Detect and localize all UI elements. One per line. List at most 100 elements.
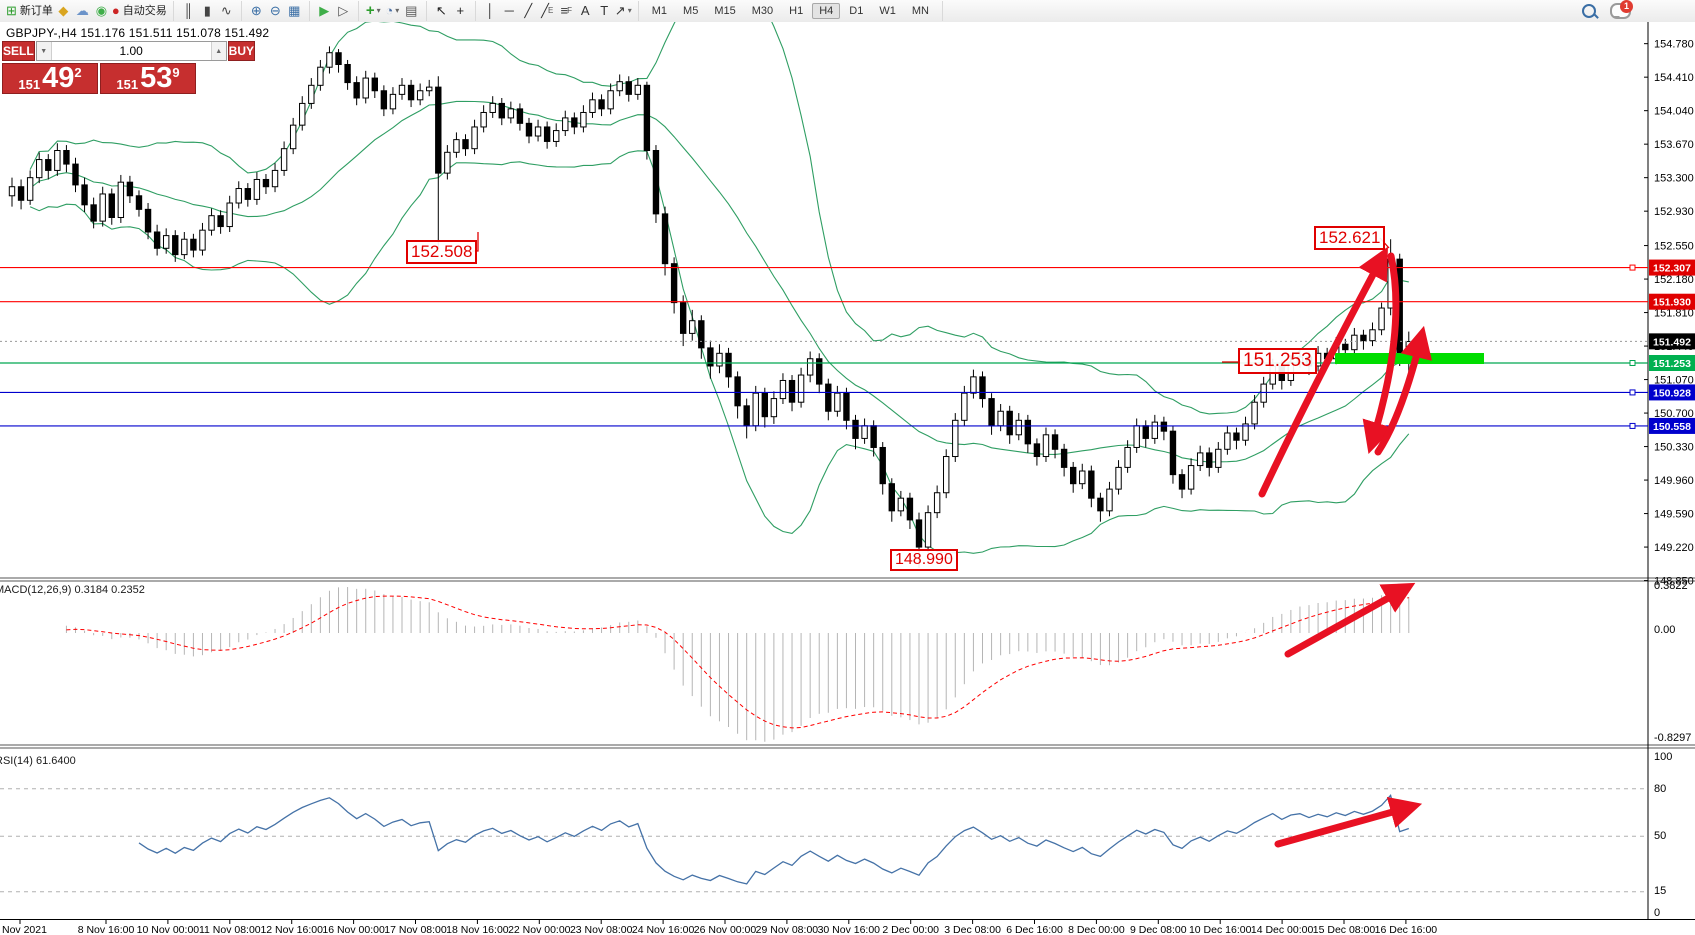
trendline-button[interactable]: ╱ (520, 2, 537, 20)
candle-body (1151, 421, 1159, 439)
indicators-add-button[interactable]: + ▾ (365, 2, 382, 20)
signals-icon[interactable]: ◉ (93, 2, 110, 20)
timeframe-h1[interactable]: H1 (789, 5, 804, 17)
macd-signal-line (66, 595, 1409, 729)
bollinger-upper-band[interactable] (29, 22, 1409, 415)
tile-windows-button[interactable]: ▦ (286, 2, 303, 20)
volume-decrease-button[interactable]: ▼ (36, 42, 52, 60)
new-order-button[interactable]: ⊞ 新订单 (6, 2, 53, 20)
candle-body (1178, 474, 1186, 490)
candle-body (788, 379, 796, 403)
arrows-icon: ↗ (614, 3, 626, 18)
candle-body (562, 117, 569, 132)
chevron-down-icon[interactable]: ▾ (376, 6, 381, 15)
candle-body (235, 188, 242, 204)
volume-stepper[interactable]: ▼ ▲ (35, 41, 227, 61)
vertical-line-button[interactable]: │ (482, 2, 499, 20)
candle-body (1351, 334, 1358, 351)
candle-body (117, 181, 125, 219)
chevron-down-icon[interactable]: ▾ (627, 6, 632, 15)
candle-body (1024, 419, 1032, 445)
candlestick-chart-button[interactable]: ▮ (199, 2, 216, 20)
price-label-148990[interactable]: 148.990 (890, 549, 958, 572)
chevron-down-icon[interactable]: ▾ (395, 6, 400, 15)
bounce-up-arrow[interactable] (1374, 325, 1432, 456)
autotrading-button[interactable]: ● 自动交易 (112, 2, 167, 20)
trendline-icon: ╱ (524, 3, 533, 18)
bollinger-lower-band[interactable] (29, 150, 1410, 554)
candle-body (516, 108, 524, 124)
equidistant-channel-button[interactable]: ╱ E (539, 2, 556, 20)
rsi-up-arrow[interactable] (1274, 796, 1423, 848)
price-tick-label: 152.550 (1654, 241, 1694, 253)
auto-scroll-button[interactable]: ▶ (316, 2, 333, 20)
candle-body (190, 238, 197, 251)
buy-price[interactable]: 151 53 9 (100, 63, 196, 94)
chart-area[interactable]: 154.780 154.410 154.040 153.670 153.300 152.9… (0, 22, 1695, 935)
candle-body (870, 425, 877, 448)
timeframe-m1[interactable]: M1 (651, 5, 668, 17)
toolbar-group: ▶ ▷ (310, 1, 359, 21)
timeframe-m15[interactable]: M15 (714, 5, 736, 17)
volume-increase-button[interactable]: ▲ (210, 42, 226, 60)
timeframe-d1[interactable]: D1 (849, 5, 864, 17)
chart-canvas[interactable]: 154.780 154.410 154.040 153.670 153.300 152.9… (0, 22, 1695, 935)
reversal-down-arrow[interactable] (1362, 252, 1400, 455)
candle-body (172, 235, 179, 256)
chart-ohlc-info: GBPJPY-,H4 151.176 151.511 151.078 151.4… (6, 26, 270, 40)
template-button[interactable]: ▤ (403, 2, 420, 20)
zoom-in-button[interactable]: ⊕ (248, 2, 265, 20)
cursor-button[interactable]: ↖ (433, 2, 450, 20)
timeframe-m30[interactable]: M30 (751, 5, 774, 17)
candle-body (888, 483, 895, 512)
candle-body (335, 52, 342, 65)
candle-body (1260, 383, 1267, 403)
search-icon[interactable] (1582, 4, 1596, 18)
candlestick-chart-icon: ▮ (203, 3, 211, 18)
candle-body (1224, 432, 1231, 450)
fibonacci-button[interactable]: ≡ F (558, 2, 575, 20)
crosshair-button[interactable]: + (452, 2, 469, 20)
periods-clock-button[interactable]: ◔ ▾ (384, 2, 401, 20)
text-button[interactable]: A (577, 2, 594, 20)
timeframe-w1[interactable]: W1 (879, 5, 896, 17)
line-handle[interactable] (1629, 360, 1636, 366)
candle-body (670, 263, 678, 304)
signals-icon-icon: ◉ (95, 3, 108, 18)
price-label-152621[interactable]: 152.621 (1314, 226, 1386, 250)
notifications-chat-icon[interactable]: 1 (1610, 0, 1633, 19)
chart-shift-button[interactable]: ▷ (335, 2, 352, 20)
volume-input[interactable] (51, 42, 211, 60)
timeframe-h4[interactable]: H4 (812, 3, 841, 19)
candle-body (616, 81, 623, 92)
cloud-icon[interactable]: ☁ (74, 2, 91, 20)
timeframe-m5[interactable]: M5 (683, 5, 699, 17)
price-label-152508[interactable]: 152.508 (406, 240, 478, 264)
price-badge-label: 151.253 (1653, 358, 1691, 370)
price-label-151253[interactable]: 151.253 (1238, 348, 1317, 374)
sell-button[interactable]: SELL (2, 41, 35, 61)
line-chart-button[interactable]: ∿ (218, 2, 235, 20)
candle-body (1097, 497, 1104, 512)
sell-price[interactable]: 151 49 2 (2, 63, 98, 94)
chart-profile-icon[interactable]: ◆ (55, 2, 72, 20)
macd-up-arrow[interactable] (1284, 582, 1416, 658)
line-handle[interactable] (1629, 422, 1636, 429)
bollinger-middle-band[interactable] (29, 100, 1410, 463)
toolbar: ⊞ 新订单 ◆ ☁ ◉ ● 自动交易 ║ ▮ ∿ ⊕ ⊖ ▦ ▶ ▷ + ▾ ◔ ▾ ▤ ↖ + │ ─ ╱ ╱ E ≡ F A T ↗ ▾ M1… (0, 0, 1695, 23)
zoom-out-button[interactable]: ⊖ (267, 2, 284, 20)
trend-up-arrow[interactable] (1258, 246, 1388, 498)
line-handle[interactable] (1629, 389, 1636, 396)
arrows-button[interactable]: ↗ ▾ (615, 2, 632, 20)
candle-body (525, 122, 533, 137)
bar-chart-button[interactable]: ║ (180, 2, 197, 20)
time-tick-label: 22 Nov 00:00 (508, 924, 571, 935)
horizontal-line-button[interactable]: ─ (501, 2, 518, 20)
time-tick-label: 8 Dec 00:00 (1068, 924, 1125, 935)
thick-green-band[interactable] (1335, 353, 1484, 364)
line-handle[interactable] (1629, 264, 1636, 271)
text-label-button[interactable]: T (596, 2, 613, 20)
buy-button[interactable]: BUY (227, 41, 256, 61)
price-tick-label: 154.040 (1654, 106, 1694, 118)
timeframe-mn[interactable]: MN (911, 5, 929, 17)
